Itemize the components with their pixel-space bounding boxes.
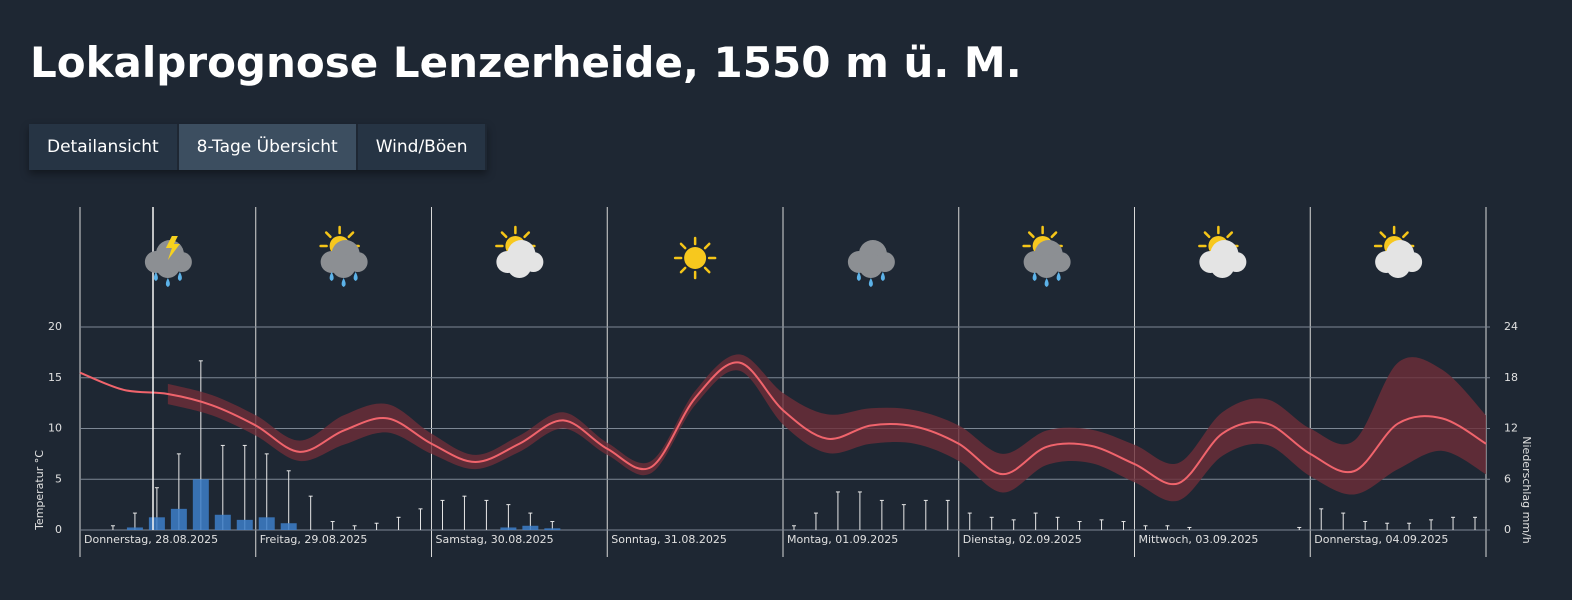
day-label: Sonntag, 31.08.2025 (611, 533, 727, 546)
sun-ray (523, 231, 531, 239)
sun-ray (1203, 231, 1211, 239)
day-label: Dienstag, 02.09.2025 (963, 533, 1082, 546)
rain-drop (1056, 272, 1061, 281)
sun-ray (1402, 231, 1409, 239)
rain-drop (880, 272, 885, 281)
lightning (165, 236, 180, 260)
weather-icon (847, 240, 895, 287)
y-tick-label: 5 (55, 472, 62, 485)
sun-ray (347, 231, 355, 239)
cloud (858, 254, 883, 278)
weather-icon (495, 225, 544, 278)
sun-ray (1226, 231, 1234, 239)
weather-icon (1022, 225, 1071, 287)
tab-bar: Detailansicht 8-Tage Übersicht Wind/Böen (29, 124, 487, 170)
sun-ray (679, 242, 687, 250)
weather-icon (673, 236, 717, 280)
sun-ray (1027, 231, 1035, 239)
rain-drop (868, 278, 873, 287)
rain-drop (341, 278, 346, 287)
sun-ray (500, 231, 508, 239)
precip-bar (544, 528, 561, 530)
precip-bar (214, 514, 231, 530)
cloud (331, 254, 356, 278)
rain-drop (1044, 278, 1049, 287)
precip-bar (192, 479, 209, 530)
day-label: Samstag, 30.08.2025 (436, 533, 554, 546)
weather-icon (319, 225, 368, 287)
rain-drop (353, 272, 358, 281)
tab[interactable]: 8-Tage Übersicht (178, 124, 356, 170)
y2-tick-label: 0 (1504, 523, 1511, 536)
precip-bar (500, 527, 517, 530)
rain-drop (177, 272, 182, 281)
sun-ray (324, 231, 332, 239)
cloud (507, 254, 532, 278)
precip-bar (126, 527, 143, 530)
y2-tick-label: 6 (1504, 472, 1511, 485)
day-label: Mittwoch, 03.09.2025 (1139, 533, 1259, 546)
rain-drop (329, 272, 334, 281)
y-tick-label: 15 (48, 371, 62, 384)
precip-bar (258, 517, 275, 530)
tab[interactable]: Detailansicht (29, 124, 177, 170)
y2-tick-label: 24 (1504, 320, 1518, 333)
sun (684, 247, 707, 269)
y2-tick-label: 18 (1504, 371, 1518, 384)
page-title: Lokalprognose Lenzerheide, 1550 m ü. M. (30, 38, 1022, 87)
rain-drop (1032, 272, 1037, 281)
cloud (155, 254, 180, 278)
sun-ray (679, 266, 687, 274)
precip-bar (148, 517, 165, 530)
weather-icon (1373, 225, 1423, 278)
y2-tick-label: 12 (1504, 422, 1518, 435)
temperature-band (167, 354, 1486, 502)
sun-ray (703, 266, 711, 274)
day-label: Montag, 01.09.2025 (787, 533, 898, 546)
precip-bar (236, 519, 253, 530)
weather-icon (1198, 225, 1247, 278)
tab[interactable]: Wind/Böen (357, 124, 486, 170)
precip-bar (280, 523, 297, 530)
y-tick-label: 0 (55, 523, 62, 536)
day-label: Donnerstag, 28.08.2025 (84, 533, 218, 546)
cloud (1034, 254, 1059, 278)
sun-ray (703, 242, 711, 250)
precip-bar (522, 525, 539, 530)
cloud (1210, 254, 1235, 278)
day-label: Freitag, 29.08.2025 (260, 533, 368, 546)
day-label: Donnerstag, 04.09.2025 (1314, 533, 1448, 546)
temperature-line (79, 361, 1487, 486)
rain-drop (165, 278, 170, 287)
y2-axis-label: Niederschlag mm/h (1520, 436, 1533, 543)
rain-drop (153, 272, 158, 281)
weather-icon (144, 236, 192, 287)
sun-ray (1050, 231, 1058, 239)
y-tick-label: 10 (48, 422, 62, 435)
y-tick-label: 20 (48, 320, 62, 333)
cloud (1386, 254, 1411, 278)
y-axis-label: Temperatur °C (33, 450, 46, 531)
precip-bar (170, 508, 187, 530)
rain-drop (856, 272, 861, 281)
sun-ray (1379, 231, 1387, 239)
